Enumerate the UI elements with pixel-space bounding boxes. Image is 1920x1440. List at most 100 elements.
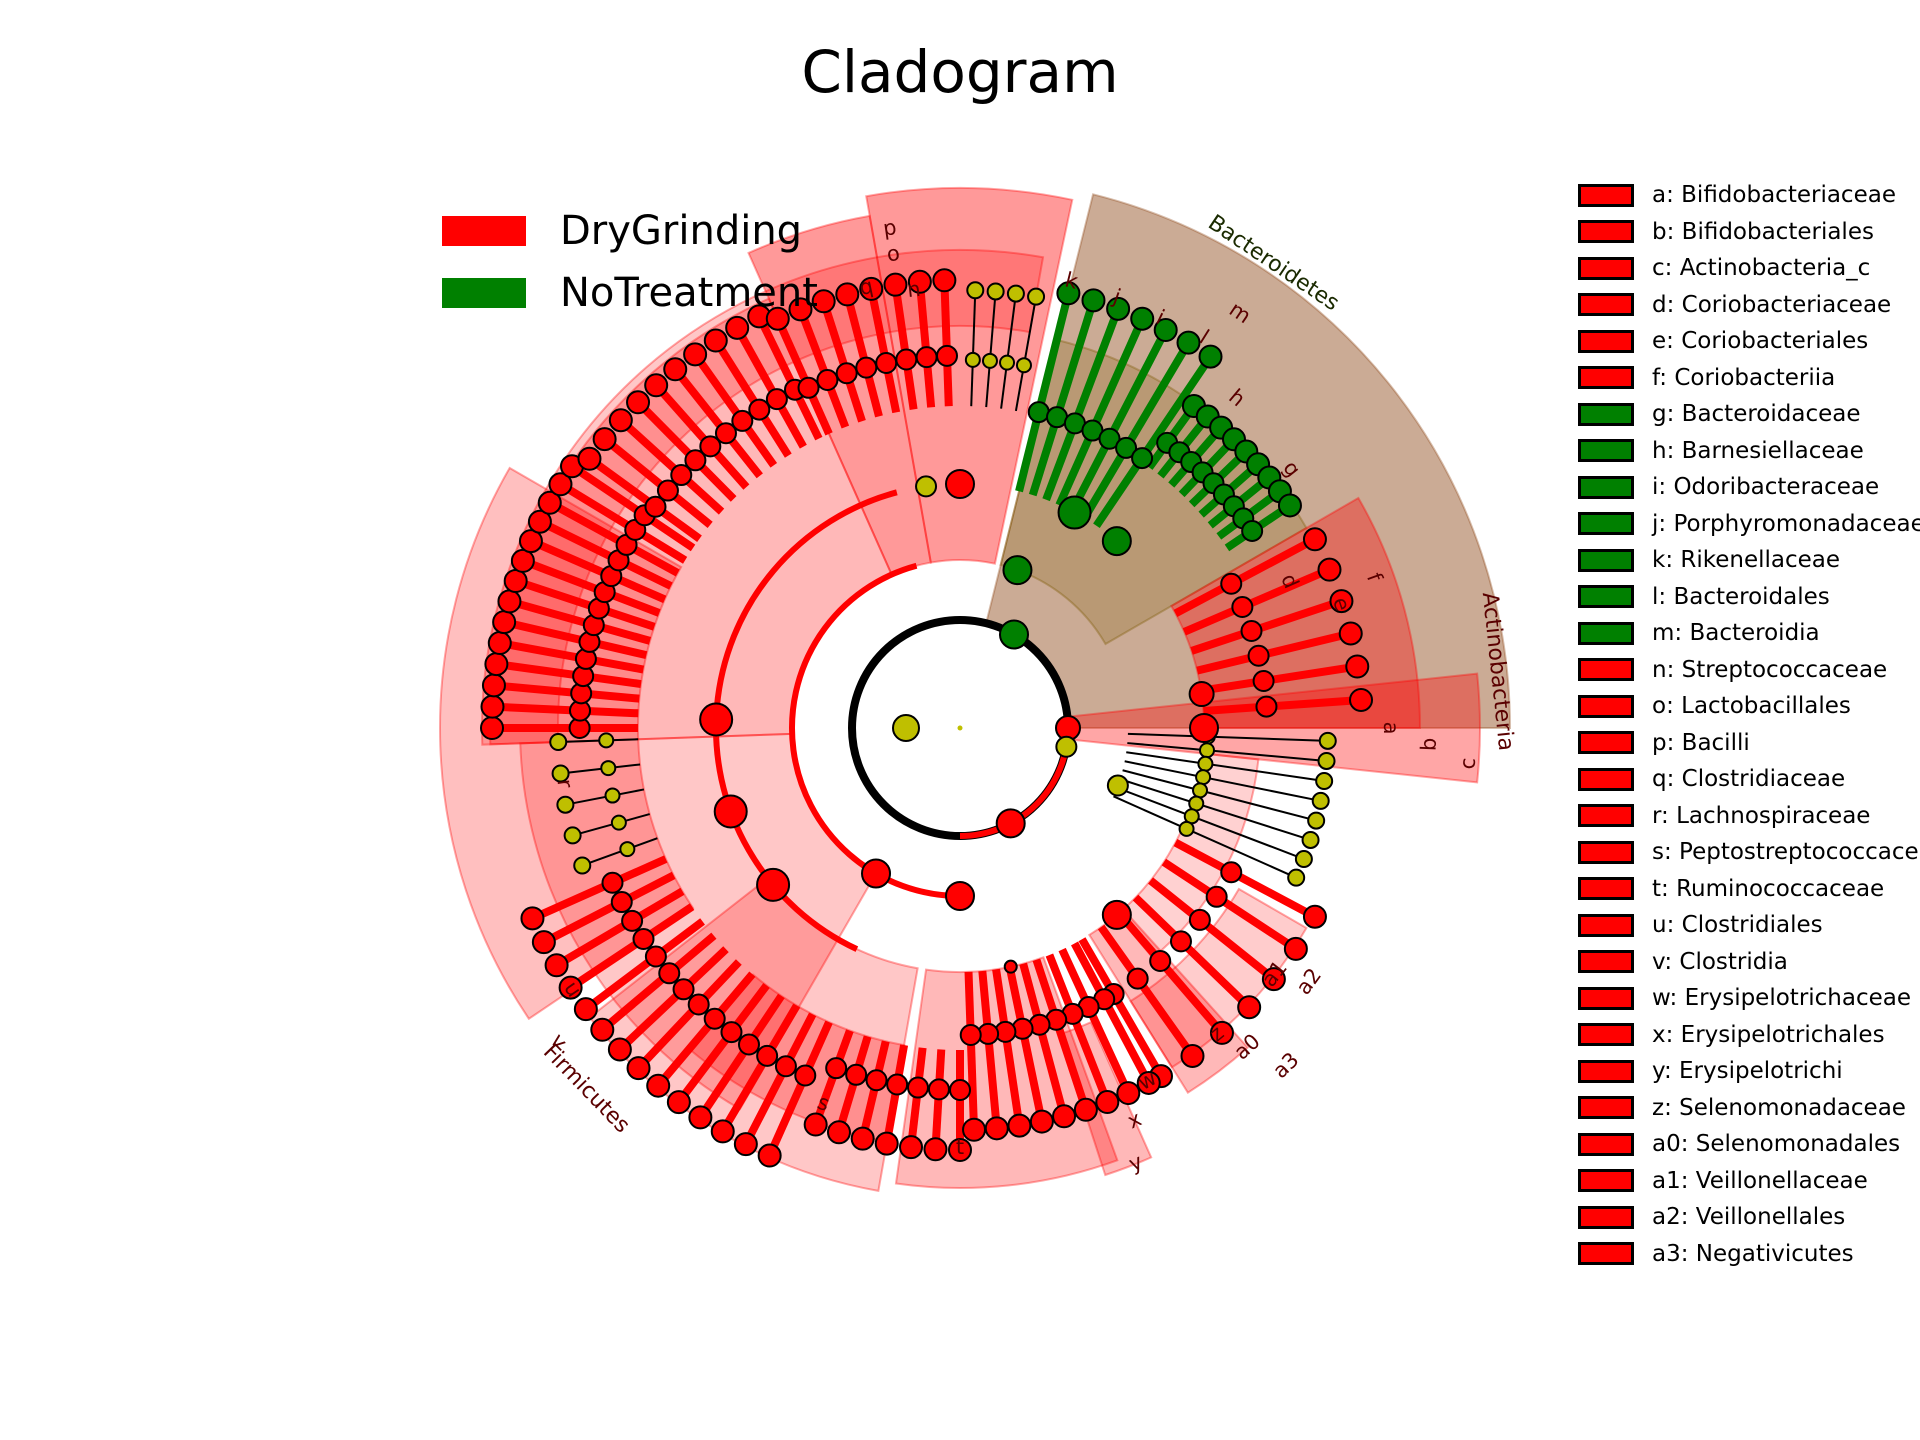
tree-node [1195,769,1212,786]
tree-node [803,1112,828,1137]
tree-node [794,1064,817,1087]
tree-node [670,464,693,487]
tree-node [765,388,788,411]
clade-legend-label: y: Erysipelotrichi [1652,1058,1843,1085]
tree-node [1252,670,1275,693]
tree-node [626,390,651,415]
tree-node [577,446,602,471]
clade-legend-swatch [1578,475,1634,499]
tree-node [621,909,644,932]
clade-legend-label: a0: Selenomonadales [1652,1131,1901,1158]
tree-edge [1000,293,1017,409]
tree-node [549,733,568,752]
tree-node [610,891,633,914]
tree-node [601,871,624,894]
tree-node [892,714,920,742]
tree-node [756,1044,779,1067]
clade-legend-swatch [1578,548,1634,572]
tree-node [604,787,621,804]
tree-node [1126,967,1149,990]
clade-legend-swatch [1578,1242,1634,1266]
tree-node [1188,908,1211,931]
clade-legend-label: d: Coriobacteriaceae [1652,291,1892,318]
clade-legend-item: x: Erysipelotrichales [1578,1017,1920,1054]
group-legend-item-drygrinding: DryGrinding [442,200,818,262]
tree-node [737,1033,760,1056]
tree-edge [1028,299,1098,497]
tree-edge [940,280,953,407]
tree-edge [547,499,680,577]
tree-edges [492,280,1362,1158]
tree-node [1329,589,1354,614]
tree-node [757,1143,782,1168]
clade-legend-item: q: Clostridiaceae [1578,761,1920,798]
clade-legend-item: k: Rikenellaceae [1578,542,1920,579]
tree-node [986,282,1005,301]
tree-node [1205,885,1228,908]
clade-legend-swatch [1578,512,1634,536]
tree-node [1073,1097,1098,1122]
tree-edge [635,959,742,1071]
clade-legend-item: n: Streptococcaceae [1578,652,1920,689]
tree-node [850,1126,875,1151]
tree-edge [542,871,676,946]
tree-edge [891,284,918,410]
tree-node [731,409,754,432]
tree-node [835,282,860,307]
tree-edge [1093,354,1214,528]
tree-node [600,760,617,777]
tree-node [1192,782,1209,799]
tree-node [845,1063,868,1086]
tree-edge [1015,292,1073,493]
node-letter-a2: a2 [1291,964,1326,999]
tree-edge [538,518,673,590]
tree-edge [742,1012,817,1146]
tree-node [915,346,938,369]
tree-node [1302,527,1327,552]
tree-node [573,856,592,875]
tree-node [1057,495,1092,530]
tree-node [1106,296,1131,321]
tree-node [710,1119,735,1144]
tree-node [699,435,722,458]
clade-legend-label: i: Odoribacteraceae [1652,474,1880,501]
tree-edge [1005,966,1046,1123]
clade-legend-swatch [1578,986,1634,1010]
tree-node [915,475,938,498]
tree-node [663,357,688,382]
tree-node [666,1090,691,1115]
tree-node [855,356,878,379]
tree-edge [843,293,883,418]
tree-node [1283,936,1308,961]
clade-legend-label: p: Bacilli [1652,729,1750,756]
tree-nodes [480,268,1374,1168]
tree-node [797,376,820,399]
clade-legend-item: w: Erysipelotrichaceae [1578,980,1920,1017]
tree-node [1188,681,1215,708]
tree-edge [569,462,696,552]
clade-legend-item: a2: Veillonellales [1578,1199,1920,1236]
clade-legend-item: g: Bacteroidaceae [1578,396,1920,433]
clade-legend-item: h: Barnesiellaceae [1578,433,1920,470]
tree-edge [572,813,650,837]
chart-title: Cladogram [801,38,1119,106]
clade-legend-label: q: Clostridiaceae [1652,766,1846,793]
clade-legend-swatch [1578,439,1634,463]
tree-node [1116,1081,1141,1106]
clade-legend-swatch [1578,183,1634,207]
tree-node [1003,959,1018,974]
tree-node [644,945,667,968]
tree-edge [1097,924,1196,1059]
group-swatch-drygrinding [442,216,526,246]
clade-legend-swatch [1578,877,1634,901]
tree-edge [583,918,705,1013]
tree-edge [529,537,667,604]
clade-legend-item: m: Bacteroidia [1578,615,1920,652]
tree-node [1247,644,1270,667]
tree-node [835,362,858,385]
tree-node [1237,995,1262,1020]
tree-node [1101,526,1132,557]
tree-edge [653,382,750,490]
clade-legend-label: f: Coriobacteriia [1652,364,1836,391]
tree-node [480,716,504,740]
